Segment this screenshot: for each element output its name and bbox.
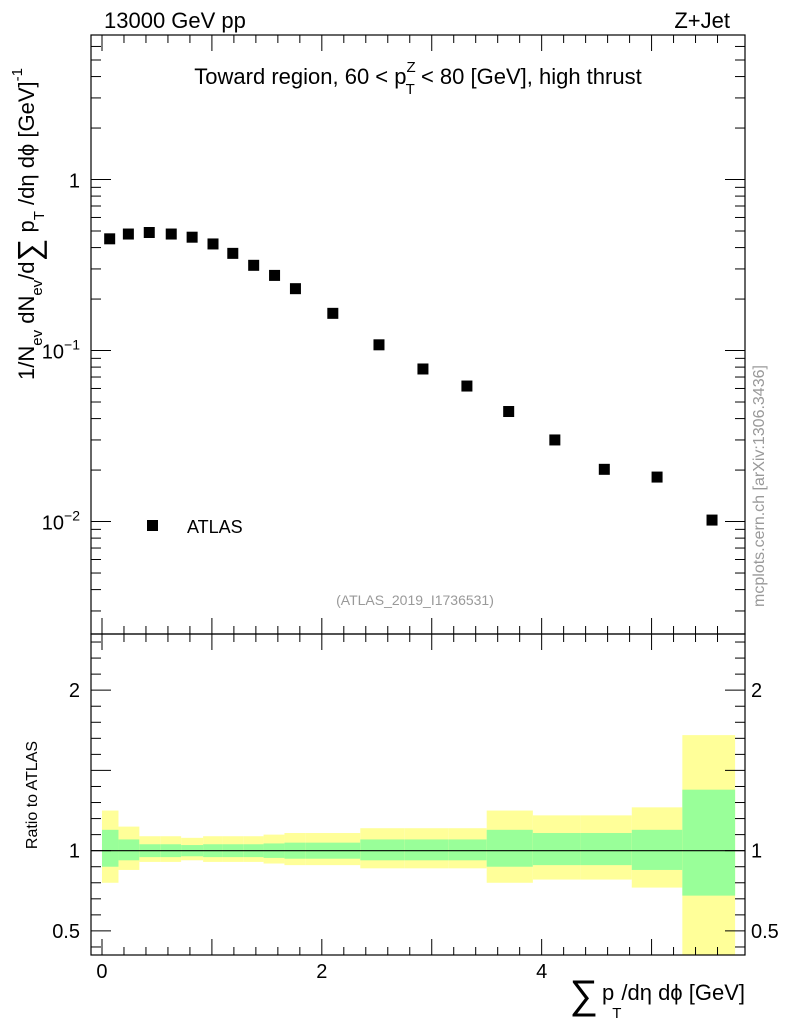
- data-point: [186, 231, 198, 243]
- header-right: Z+Jet: [674, 8, 730, 33]
- green-band-bin: [486, 829, 533, 867]
- header-left: 13000 GeV pp: [104, 8, 246, 33]
- y-tick-label: 10−1: [42, 337, 80, 364]
- green-band-bin: [101, 829, 119, 867]
- data-point: [227, 247, 239, 259]
- green-band-bin: [631, 829, 683, 870]
- data-point: [461, 380, 473, 392]
- ratio-ticks: 0 2 4 2 2 1 1 0.5 0.5: [52, 634, 779, 983]
- ratio-panel: 0 2 4 2 2 1 1 0.5 0.5 Ratio to ATLAS ∑ p T/dη dϕ […: [24, 633, 779, 1022]
- x-axis-label: ∑ p T/dη dϕ [GeV]: [569, 973, 745, 1022]
- data-point: [143, 227, 155, 239]
- ratio-y-tick-label-left: 1: [69, 841, 80, 863]
- data-point: [651, 471, 663, 483]
- data-point: [549, 434, 561, 446]
- ratio-y-tick-label-right: 2: [751, 680, 762, 702]
- ylabel-f: p: [14, 220, 39, 238]
- ylabel-b: ev: [29, 329, 46, 345]
- data-points: [104, 227, 718, 526]
- ratio-y-tick-label-left: 2: [69, 680, 80, 702]
- xlabel-sigma: ∑: [569, 973, 598, 1017]
- y-tick-label: 10−2: [42, 508, 80, 535]
- y-axis-label: 1/Nev dNev/d∑ pT /dη dϕ [GeV]-1: [9, 68, 48, 380]
- legend-label: ATLAS: [187, 517, 243, 537]
- main-ticks: 110−110−2: [42, 34, 745, 634]
- ylabel-c: dN: [14, 296, 39, 330]
- legend-marker: [147, 520, 158, 531]
- data-point: [417, 363, 429, 375]
- data-point: [165, 228, 177, 240]
- y-tick-label-base: 1: [69, 171, 80, 193]
- title-post: < 80 [GeV], high thrust: [415, 64, 642, 89]
- ylabel-i: -1: [9, 68, 26, 81]
- side-credit: mcplots.cern.ch [arXiv:1306.3436]: [751, 365, 768, 607]
- ylabel-e: /d: [14, 261, 39, 279]
- chart-title: Toward region, 60 < pZ T < 80 [GeV], high…: [194, 59, 641, 98]
- ylabel-sigma: ∑: [11, 239, 47, 262]
- green-band-bin: [404, 839, 449, 861]
- green-band-bin: [360, 839, 405, 861]
- ylabel-d: ev: [29, 279, 46, 295]
- green-band-bin: [580, 833, 632, 866]
- data-point: [289, 283, 301, 295]
- ratio-bands: [101, 735, 736, 955]
- xlabel-rest: /dη dϕ [GeV]: [621, 980, 745, 1005]
- ratio-y-tick-label-left: 0.5: [52, 921, 80, 943]
- green-band-bin: [448, 839, 487, 861]
- title-pre: Toward region, 60 < p: [194, 64, 406, 89]
- data-point: [598, 463, 610, 475]
- ylabel-g: T: [31, 211, 48, 220]
- data-point: [327, 307, 339, 319]
- x-tick-label: 2: [316, 961, 327, 983]
- green-band-bin: [118, 839, 140, 861]
- y-tick-label: 1: [69, 171, 80, 193]
- data-point: [373, 339, 385, 351]
- data-point: [503, 406, 515, 418]
- ratio-y-tick-label-right: 1: [751, 841, 762, 863]
- data-point: [122, 228, 134, 240]
- x-tick-label: 0: [96, 961, 107, 983]
- data-point: [104, 233, 116, 245]
- y-tick-label-exp: −2: [64, 508, 80, 524]
- y-tick-label-exp: −1: [64, 337, 80, 353]
- title-sup: Z: [407, 59, 416, 76]
- ylabel-a: 1/N: [14, 346, 39, 380]
- green-band-bin: [682, 789, 736, 896]
- ratio-y-tick-label-right: 0.5: [751, 921, 779, 943]
- main-frame: [90, 34, 746, 635]
- ratio-frame: [90, 633, 746, 956]
- data-point: [269, 269, 281, 281]
- data-point: [207, 238, 219, 250]
- y-tick-label-base: 10: [42, 513, 64, 535]
- ylabel-h: /dη dϕ [GeV]: [14, 81, 39, 211]
- data-point: [248, 259, 260, 271]
- analysis-watermark: (ATLAS_2019_I1736531): [336, 592, 494, 608]
- xlabel-sub: T: [612, 1005, 621, 1022]
- main-panel: 110−110−2 Toward region, 60 < pZ T < 80 […: [9, 34, 746, 635]
- green-band-bin: [532, 833, 581, 866]
- ratio-y-axis-label: Ratio to ATLAS: [24, 741, 41, 849]
- y-tick-label-base: 10: [42, 342, 64, 364]
- xlabel-p: p: [602, 980, 614, 1005]
- title-sub: T: [406, 81, 415, 98]
- x-tick-label: 4: [536, 961, 547, 983]
- data-point: [706, 514, 718, 526]
